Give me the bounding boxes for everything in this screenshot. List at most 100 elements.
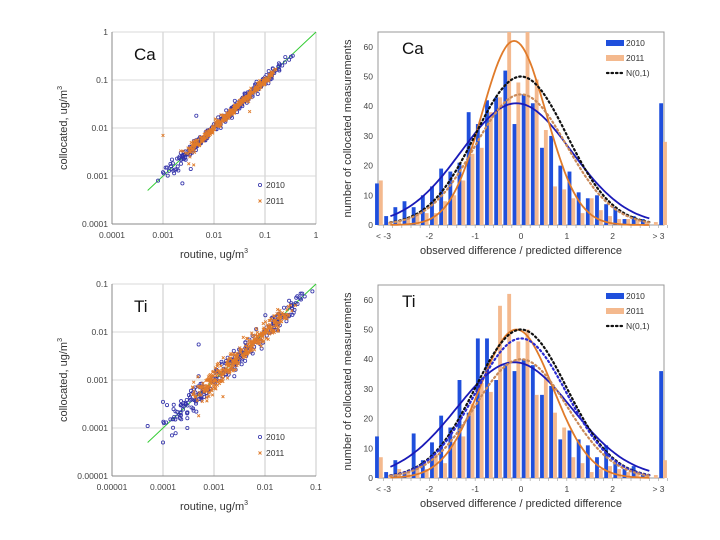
data-point-2010 xyxy=(300,291,305,296)
data-point-2010 xyxy=(163,165,168,170)
data-point-2011 xyxy=(227,371,232,375)
data-point-2011 xyxy=(232,104,237,108)
data-point-2011 xyxy=(207,394,211,399)
data-point-2010 xyxy=(193,148,198,153)
bar-2011 xyxy=(378,180,383,225)
data-point-2010 xyxy=(185,425,190,430)
data-point-2011 xyxy=(266,324,271,328)
bar-2011 xyxy=(516,82,521,225)
bar-2010 xyxy=(549,135,554,225)
data-point-2011 xyxy=(245,345,250,349)
y-axis-label: collocated, ug/m3 xyxy=(57,338,70,422)
data-point-2010 xyxy=(180,154,185,159)
y-tick-label: 0.0001 xyxy=(82,219,108,229)
x-tick-label: -1 xyxy=(471,231,479,241)
data-point-2011 xyxy=(204,395,209,400)
y-tick-label: 0 xyxy=(368,473,373,483)
data-point-2011 xyxy=(195,384,200,389)
bar-2011 xyxy=(498,305,502,478)
legend-swatch-2010 xyxy=(606,293,624,299)
data-point-2011 xyxy=(284,312,289,317)
data-point-2011 xyxy=(245,336,250,341)
data-point-2011 xyxy=(279,319,284,324)
bar-2010 xyxy=(576,192,581,225)
data-point-2010 xyxy=(177,412,182,417)
data-point-2011 xyxy=(214,378,219,383)
x-tick-label: 0.0001 xyxy=(99,230,125,240)
data-point-2011 xyxy=(232,109,237,114)
bar-2011 xyxy=(663,141,667,225)
data-point-2011 xyxy=(241,335,245,340)
data-point-2011 xyxy=(221,376,225,380)
bar-2011 xyxy=(635,219,640,225)
y-tick-label: 0 xyxy=(368,220,373,230)
data-point-2010 xyxy=(219,359,224,364)
legend-marker-2011 xyxy=(258,199,262,203)
legend-label: 2010 xyxy=(266,180,285,190)
bar-2011 xyxy=(626,219,631,225)
data-point-2011 xyxy=(277,314,281,319)
data-point-2011 xyxy=(260,82,264,86)
data-point-2010 xyxy=(298,297,303,302)
data-point-2011 xyxy=(216,119,220,123)
bar-2010 xyxy=(585,445,590,478)
curve-n-0-1-scaled-2011 xyxy=(389,93,651,224)
data-point-2011 xyxy=(278,308,282,313)
x-tick-label: < -3 xyxy=(376,484,391,494)
data-point-2011 xyxy=(262,81,267,86)
data-point-2011 xyxy=(265,77,269,81)
bar-2010 xyxy=(494,97,499,225)
data-point-2011 xyxy=(238,102,242,106)
data-point-2011 xyxy=(227,113,232,117)
y-tick-label: 50 xyxy=(364,72,374,82)
bar-2011 xyxy=(562,427,567,478)
y-tick-label: 30 xyxy=(364,131,374,141)
data-point-2010 xyxy=(165,403,170,408)
data-point-2010 xyxy=(283,55,288,60)
bar-2011 xyxy=(644,222,649,225)
legend: 2010 2011 N(0,1) xyxy=(605,291,650,331)
data-point-2011 xyxy=(276,328,280,333)
data-point-2010 xyxy=(161,419,166,424)
data-point-2011 xyxy=(218,373,223,377)
bar-2011 xyxy=(553,186,557,225)
data-point-2011 xyxy=(250,333,255,338)
data-point-2010 xyxy=(145,424,150,429)
data-point-2010 xyxy=(179,157,184,162)
data-point-2011 xyxy=(242,351,247,355)
curve-n-0-1-scaled-2011 xyxy=(389,358,651,478)
bar-2011 xyxy=(415,466,420,478)
data-point-2011 xyxy=(254,326,259,331)
data-point-2010 xyxy=(171,402,176,407)
data-point-2011 xyxy=(232,352,236,356)
bar-2010 xyxy=(512,371,517,478)
data-point-2011 xyxy=(210,387,214,391)
bar-2011 xyxy=(461,436,466,478)
legend-swatch-2011 xyxy=(606,55,624,61)
data-point-2011 xyxy=(263,320,268,324)
data-point-2011 xyxy=(232,360,236,365)
data-point-2011 xyxy=(191,380,196,384)
bar-2011 xyxy=(635,472,640,478)
data-point-2010 xyxy=(173,409,178,414)
data-point-2010 xyxy=(169,167,174,172)
data-point-2010 xyxy=(243,358,248,363)
data-point-2011 xyxy=(198,135,202,139)
bar-2010 xyxy=(567,171,572,225)
data-point-2011 xyxy=(227,368,231,372)
data-point-2010 xyxy=(171,425,176,430)
panel-label: Ca xyxy=(134,45,156,64)
x-axis-label-text: routine, ug/m xyxy=(180,501,244,513)
bar-2010 xyxy=(420,460,425,478)
data-point-2011 xyxy=(204,129,208,134)
data-point-2011 xyxy=(251,343,255,347)
bar-2010 xyxy=(475,338,480,478)
bar-2010 xyxy=(622,219,627,225)
data-point-2010 xyxy=(302,294,307,299)
y-axis-label-text: collocated, ug/m xyxy=(58,90,70,170)
curve-n-0-1- xyxy=(389,75,651,224)
data-point-2011 xyxy=(234,360,238,364)
legend-marker-2011 xyxy=(258,451,262,455)
bar-2011 xyxy=(617,469,622,478)
data-point-2011 xyxy=(262,76,267,81)
